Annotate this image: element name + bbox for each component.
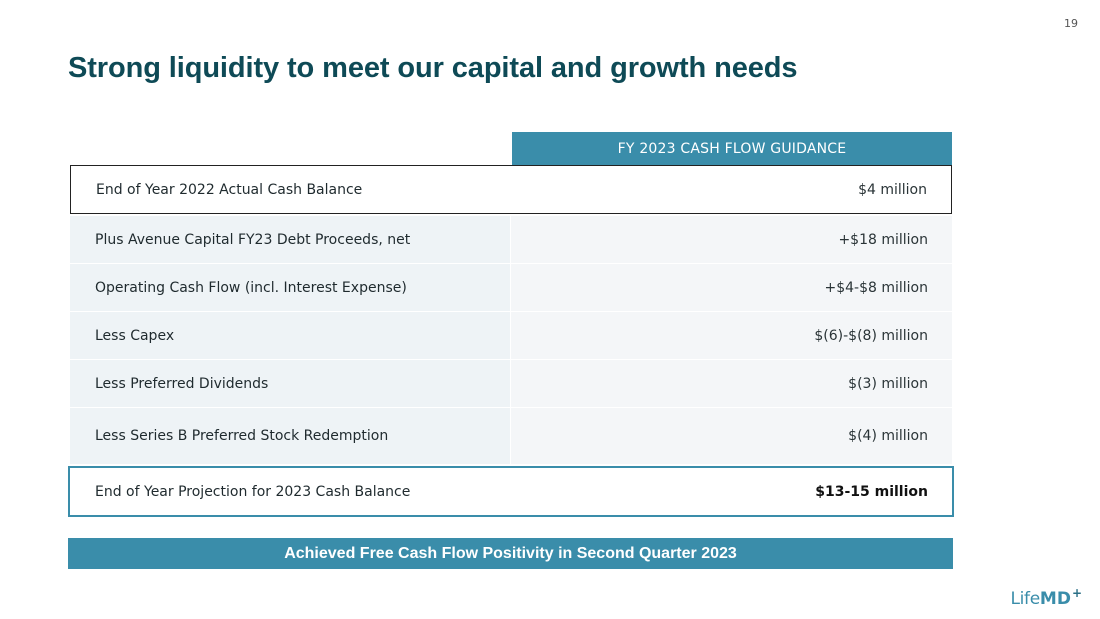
row-value: $(3) million bbox=[511, 360, 952, 407]
table-row: Less Series B Preferred Stock Redemption… bbox=[70, 408, 952, 464]
table-row: Less Capex $(6)-$(8) million bbox=[70, 312, 952, 359]
total-value: $13-15 million bbox=[815, 483, 928, 500]
row-value: +$4-$8 million bbox=[511, 264, 952, 311]
total-label: End of Year Projection for 2023 Cash Bal… bbox=[95, 483, 411, 500]
row-label: Less Capex bbox=[70, 312, 511, 359]
table-row: End of Year 2022 Actual Cash Balance $4 … bbox=[70, 165, 952, 214]
logo-md-text: MD bbox=[1039, 589, 1071, 609]
logo-life-text: Life bbox=[1010, 589, 1040, 609]
row-label: Less Preferred Dividends bbox=[70, 360, 511, 407]
row-value: $(6)-$(8) million bbox=[511, 312, 952, 359]
row-value: +$18 million bbox=[511, 216, 952, 263]
row-value: $4 million bbox=[858, 181, 927, 198]
row-label: Plus Avenue Capital FY23 Debt Proceeds, … bbox=[70, 216, 511, 263]
row-label: End of Year 2022 Actual Cash Balance bbox=[96, 181, 363, 198]
row-label: Operating Cash Flow (incl. Interest Expe… bbox=[70, 264, 511, 311]
lifemd-logo: Life MD + bbox=[1010, 586, 1082, 609]
highlight-banner: Achieved Free Cash Flow Positivity in Se… bbox=[68, 538, 953, 569]
table-row: Plus Avenue Capital FY23 Debt Proceeds, … bbox=[70, 216, 952, 263]
logo-plus-icon: + bbox=[1071, 586, 1082, 600]
total-row: End of Year Projection for 2023 Cash Bal… bbox=[68, 466, 954, 517]
row-label: Less Series B Preferred Stock Redemption bbox=[70, 408, 511, 464]
slide-title: Strong liquidity to meet our capital and… bbox=[68, 52, 798, 84]
row-value: $(4) million bbox=[511, 408, 952, 464]
table-column-header: FY 2023 CASH FLOW GUIDANCE bbox=[512, 132, 952, 165]
table-row: Operating Cash Flow (incl. Interest Expe… bbox=[70, 264, 952, 311]
table-row: Less Preferred Dividends $(3) million bbox=[70, 360, 952, 407]
page-number: 19 bbox=[1064, 17, 1078, 30]
